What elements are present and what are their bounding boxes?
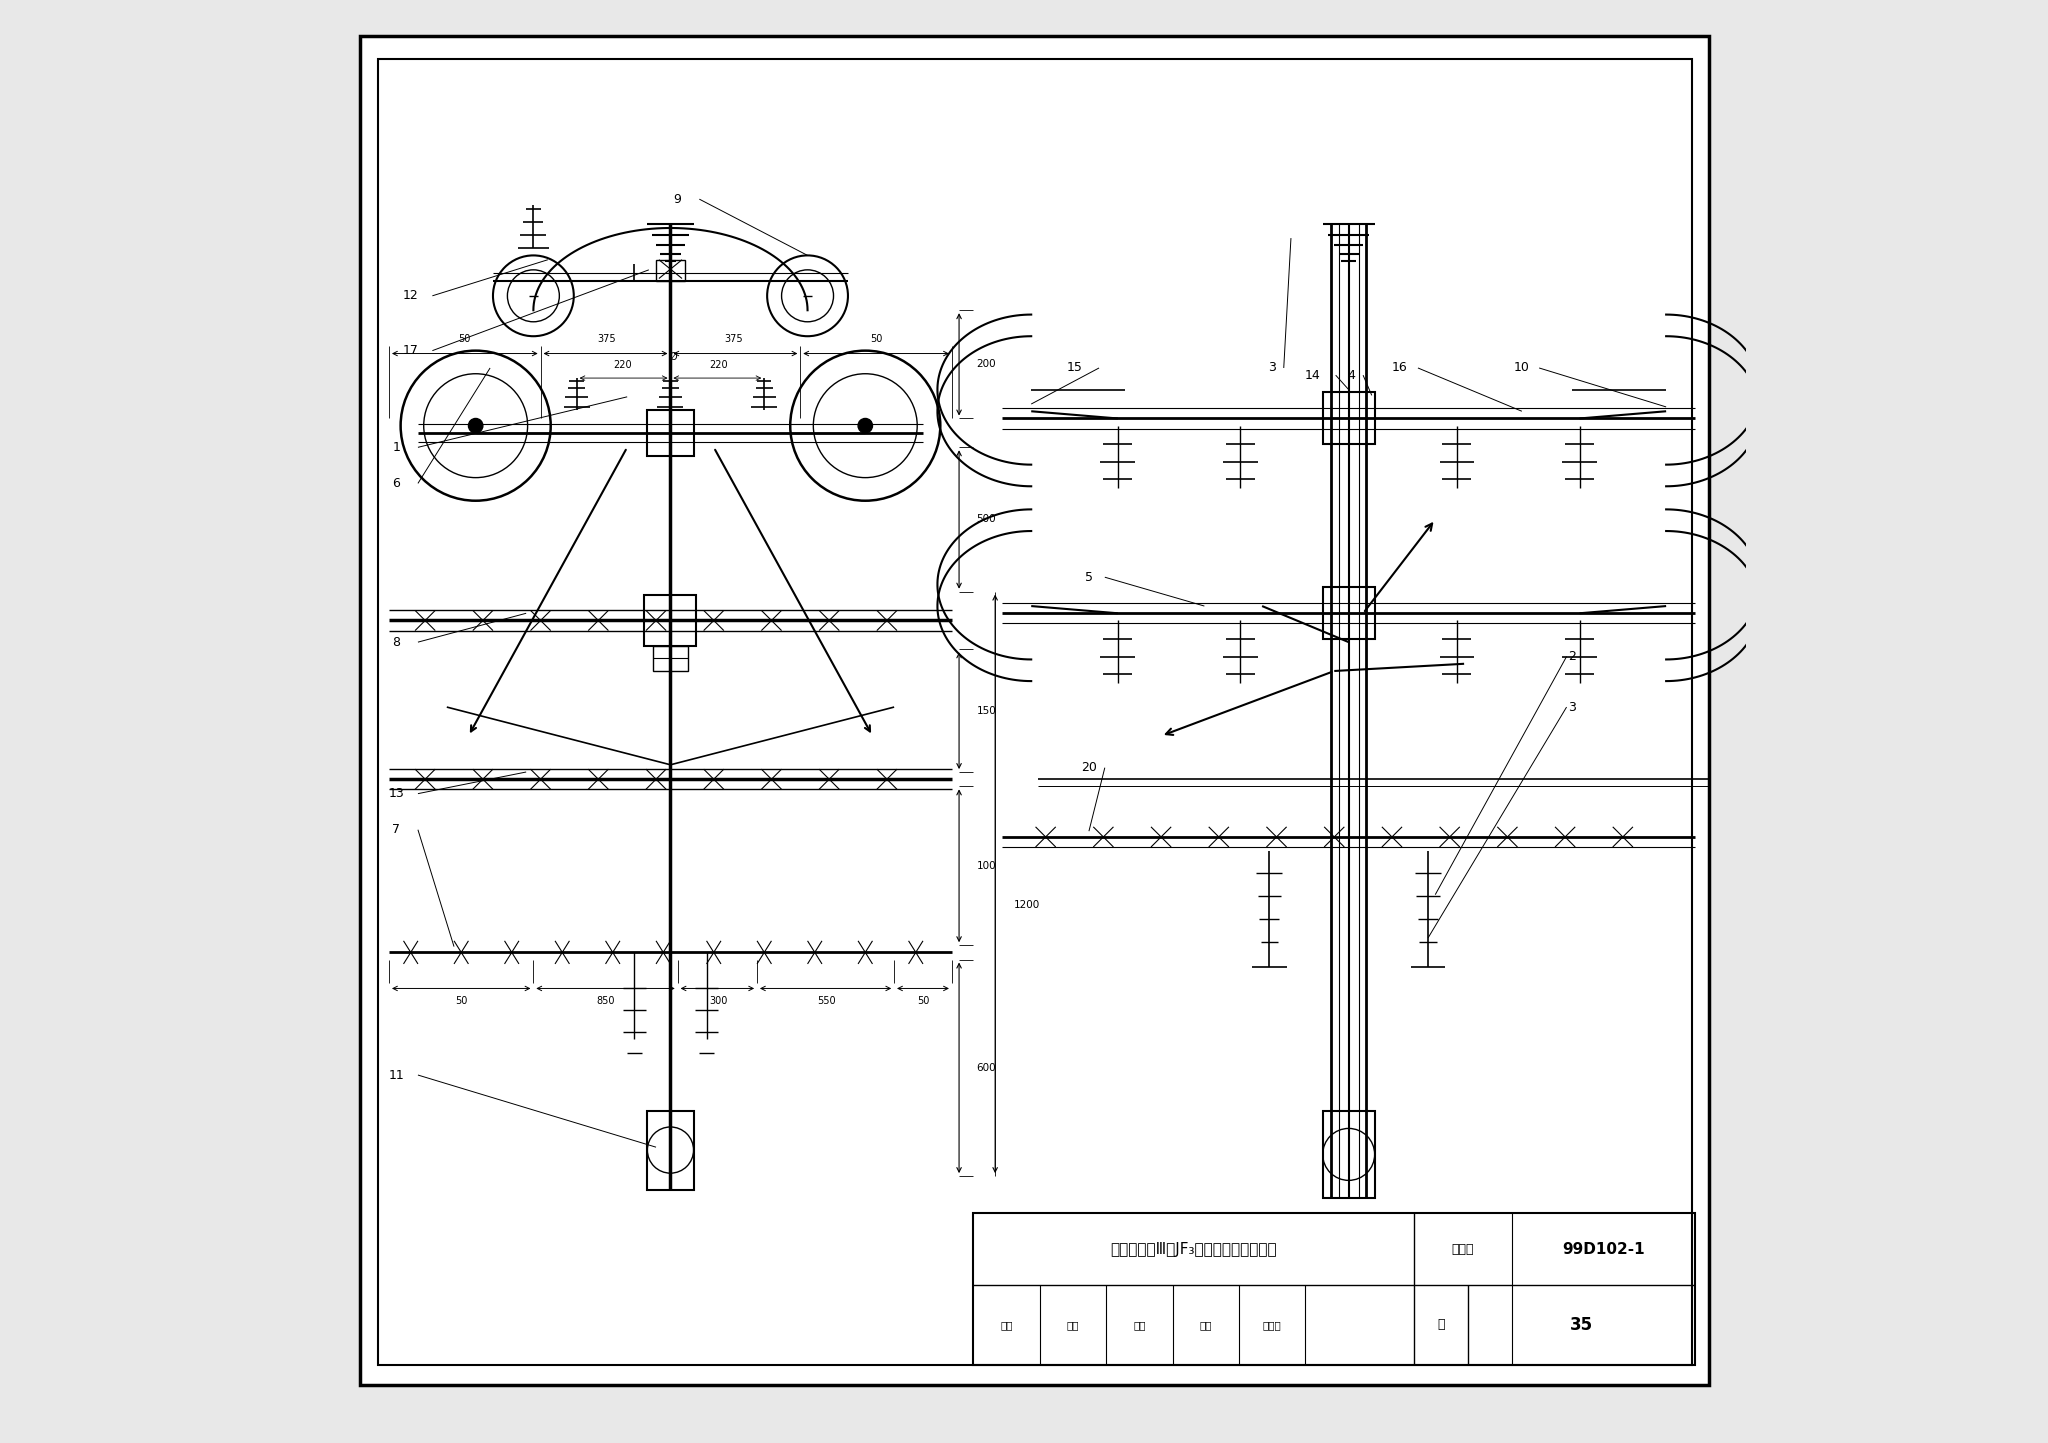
Text: 17: 17 — [403, 343, 418, 358]
Text: 850: 850 — [596, 997, 614, 1006]
Text: 50: 50 — [870, 335, 883, 343]
Circle shape — [858, 418, 872, 433]
Circle shape — [469, 418, 483, 433]
Text: 220: 220 — [614, 361, 633, 369]
Bar — [653, 646, 688, 671]
Bar — [973, 1214, 1696, 1365]
Text: 550: 550 — [817, 997, 836, 1006]
Text: 375: 375 — [598, 335, 616, 343]
Text: 35: 35 — [1571, 1316, 1593, 1333]
Text: 转角分岐杆Ⅲ（JF₃）杆顶安装图（一）: 转角分岐杆Ⅲ（JF₃）杆顶安装图（一） — [1110, 1241, 1276, 1257]
Text: 3: 3 — [1569, 700, 1577, 714]
Text: 3: 3 — [1268, 361, 1276, 375]
Text: 5: 5 — [1085, 570, 1094, 584]
Text: 16: 16 — [1391, 361, 1407, 375]
Text: 审核: 审核 — [999, 1320, 1014, 1330]
Text: 50: 50 — [918, 997, 930, 1006]
Text: 11: 11 — [389, 1068, 403, 1082]
Text: 1: 1 — [393, 440, 399, 455]
Text: 220: 220 — [709, 361, 727, 369]
Text: 1200: 1200 — [1014, 900, 1040, 911]
Text: 50: 50 — [455, 997, 467, 1006]
Text: 设计: 设计 — [1200, 1320, 1212, 1330]
Text: Ø: Ø — [670, 352, 678, 361]
Text: 页: 页 — [1438, 1319, 1444, 1332]
Bar — [1323, 587, 1374, 639]
Text: 99D102-1: 99D102-1 — [1563, 1241, 1645, 1257]
Text: 13: 13 — [389, 786, 403, 801]
Text: 12: 12 — [403, 289, 418, 303]
Text: 8: 8 — [393, 635, 399, 649]
Text: 50: 50 — [459, 335, 471, 343]
Text: 2: 2 — [1569, 649, 1577, 664]
Text: 600: 600 — [977, 1063, 995, 1072]
Text: 4: 4 — [1348, 368, 1356, 382]
Text: 图集号: 图集号 — [1452, 1242, 1475, 1255]
Bar — [647, 410, 694, 456]
Text: 9: 9 — [674, 192, 682, 206]
Text: 300: 300 — [709, 997, 727, 1006]
Text: 7: 7 — [393, 823, 399, 837]
Text: 200: 200 — [977, 359, 995, 369]
Text: 500: 500 — [977, 515, 995, 524]
Text: 沈旭稳: 沈旭稳 — [1264, 1320, 1282, 1330]
Text: 6: 6 — [393, 476, 399, 491]
Bar — [647, 1111, 694, 1190]
Text: 天进: 天进 — [1133, 1320, 1145, 1330]
Bar — [1323, 392, 1374, 444]
Text: 校对: 校对 — [1067, 1320, 1079, 1330]
Bar — [645, 595, 696, 646]
Text: 375: 375 — [725, 335, 743, 343]
Text: 150: 150 — [977, 706, 995, 716]
Bar — [1323, 1111, 1374, 1198]
Text: 100: 100 — [977, 861, 995, 870]
Bar — [655, 260, 684, 281]
Text: 10: 10 — [1513, 361, 1530, 375]
Text: 14: 14 — [1305, 368, 1321, 382]
Text: 20: 20 — [1081, 760, 1098, 775]
Text: 15: 15 — [1067, 361, 1083, 375]
